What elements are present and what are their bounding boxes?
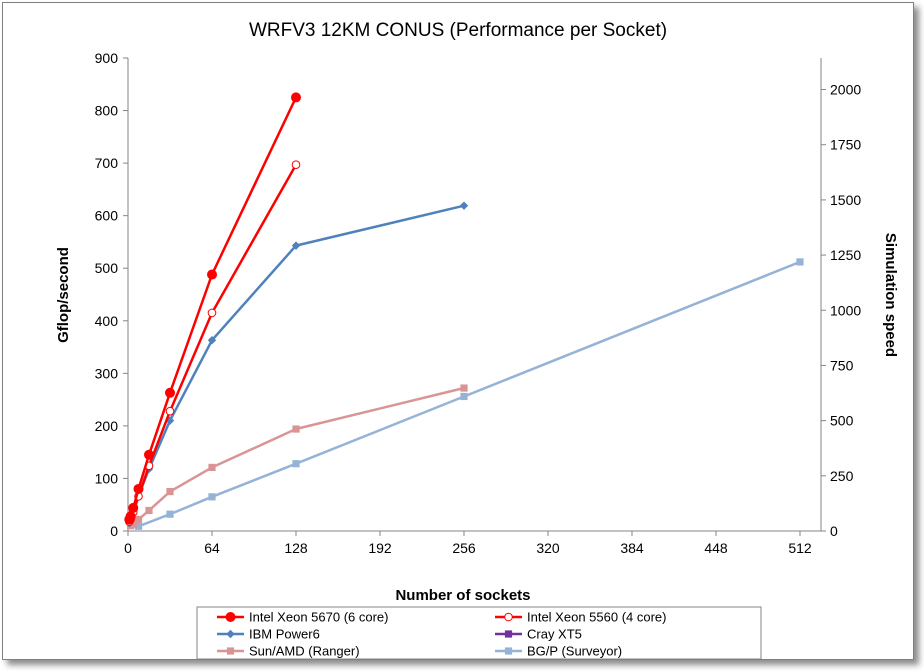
legend-label: BG/P (Surveyor) (527, 644, 622, 659)
series-2 (125, 201, 469, 528)
y2-tick-label: 0 (830, 523, 838, 539)
y2-tick-label: 2000 (830, 82, 861, 98)
x-tick-label: 384 (620, 540, 644, 556)
legend-swatch-marker (504, 612, 513, 622)
data-point (166, 487, 174, 496)
x-tick-label: 448 (704, 540, 728, 556)
data-point (291, 92, 301, 103)
legend-label: Cray XT5 (527, 627, 582, 642)
y-tick-label: 800 (95, 103, 119, 119)
series-line (138, 260, 801, 528)
x-tick-label: 512 (788, 540, 812, 556)
data-point (165, 406, 175, 416)
legend-item: IBM Power6 (217, 627, 320, 642)
data-point (125, 511, 136, 522)
y-axis-title: Gflop/second (55, 247, 72, 343)
series-0 (124, 92, 301, 525)
data-point (129, 520, 137, 528)
x-tick-label: 64 (204, 540, 220, 556)
y-tick-label: 900 (95, 50, 119, 66)
x-tick-label: 128 (284, 540, 308, 556)
x-tick-label: 256 (452, 540, 476, 556)
data-point (292, 425, 300, 433)
y-tick-label: 400 (95, 313, 119, 329)
legend-item: Cray XT5 (495, 627, 582, 642)
x-tick-label: 192 (368, 540, 392, 556)
data-point (128, 502, 139, 513)
y-tick-label: 300 (95, 365, 119, 381)
y-tick-label: 0 (110, 523, 118, 539)
legend-item: Sun/AMD (Ranger) (217, 644, 360, 659)
data-point (796, 258, 804, 266)
x-tick-label: 320 (536, 540, 560, 556)
data-point (166, 510, 174, 518)
data-point (291, 241, 301, 250)
data-point (165, 416, 175, 425)
legend-swatch-marker (504, 630, 513, 638)
chart-frame: WRFV3 12KM CONUS (Performance per Socket… (2, 2, 914, 660)
chart-title: WRFV3 12KM CONUS (Performance per Socket… (249, 20, 667, 41)
data-point (207, 269, 217, 280)
data-point (134, 522, 143, 530)
x-tick-label: 0 (124, 540, 132, 556)
y2-tick-label: 750 (830, 357, 854, 373)
data-point (165, 387, 175, 398)
legend-label: IBM Power6 (249, 627, 320, 642)
series-5 (134, 258, 804, 530)
data-point (134, 515, 143, 524)
y2-tick-label: 500 (830, 413, 854, 429)
legend-label: Sun/AMD (Ranger) (249, 644, 360, 659)
y2-tick-label: 1500 (830, 192, 861, 208)
y2-tick-label: 1250 (830, 247, 861, 263)
legend-swatch-marker (226, 629, 235, 639)
chart: WRFV3 12KM CONUS (Performance per Socket… (55, 20, 899, 660)
y-tick-label: 700 (95, 155, 119, 171)
legend-label: Intel Xeon 5560 (4 core) (527, 610, 666, 625)
series-line (129, 386, 465, 527)
data-point (460, 392, 468, 401)
data-point (208, 493, 216, 501)
legend-item: Intel Xeon 5560 (4 core) (495, 610, 666, 625)
legend-swatch-marker (226, 647, 235, 655)
data-point (145, 506, 153, 515)
legend-swatch-marker (225, 612, 236, 622)
y2-tick-label: 1750 (830, 137, 861, 153)
legend-item: Intel Xeon 5670 (6 core) (217, 610, 388, 625)
data-point (207, 308, 217, 318)
y2-axis-title: Simulation speed (882, 233, 899, 357)
y-tick-label: 100 (95, 470, 119, 486)
x-axis-title: Number of sockets (395, 587, 530, 604)
y-tick-label: 500 (95, 260, 119, 276)
y-tick-label: 600 (95, 208, 119, 224)
y2-tick-label: 250 (830, 468, 854, 484)
data-point (459, 201, 469, 210)
data-point (460, 384, 468, 392)
data-point (291, 160, 301, 169)
data-point (292, 460, 300, 468)
y2-tick-label: 1000 (830, 302, 861, 318)
data-point (133, 483, 144, 494)
y-tick-label: 200 (95, 418, 119, 434)
legend-label: Intel Xeon 5670 (6 core) (249, 610, 388, 625)
data-point (208, 463, 216, 472)
data-point (144, 449, 154, 460)
legend-swatch-marker (504, 647, 513, 655)
legend-item: BG/P (Surveyor) (495, 644, 622, 659)
data-point (207, 336, 217, 345)
